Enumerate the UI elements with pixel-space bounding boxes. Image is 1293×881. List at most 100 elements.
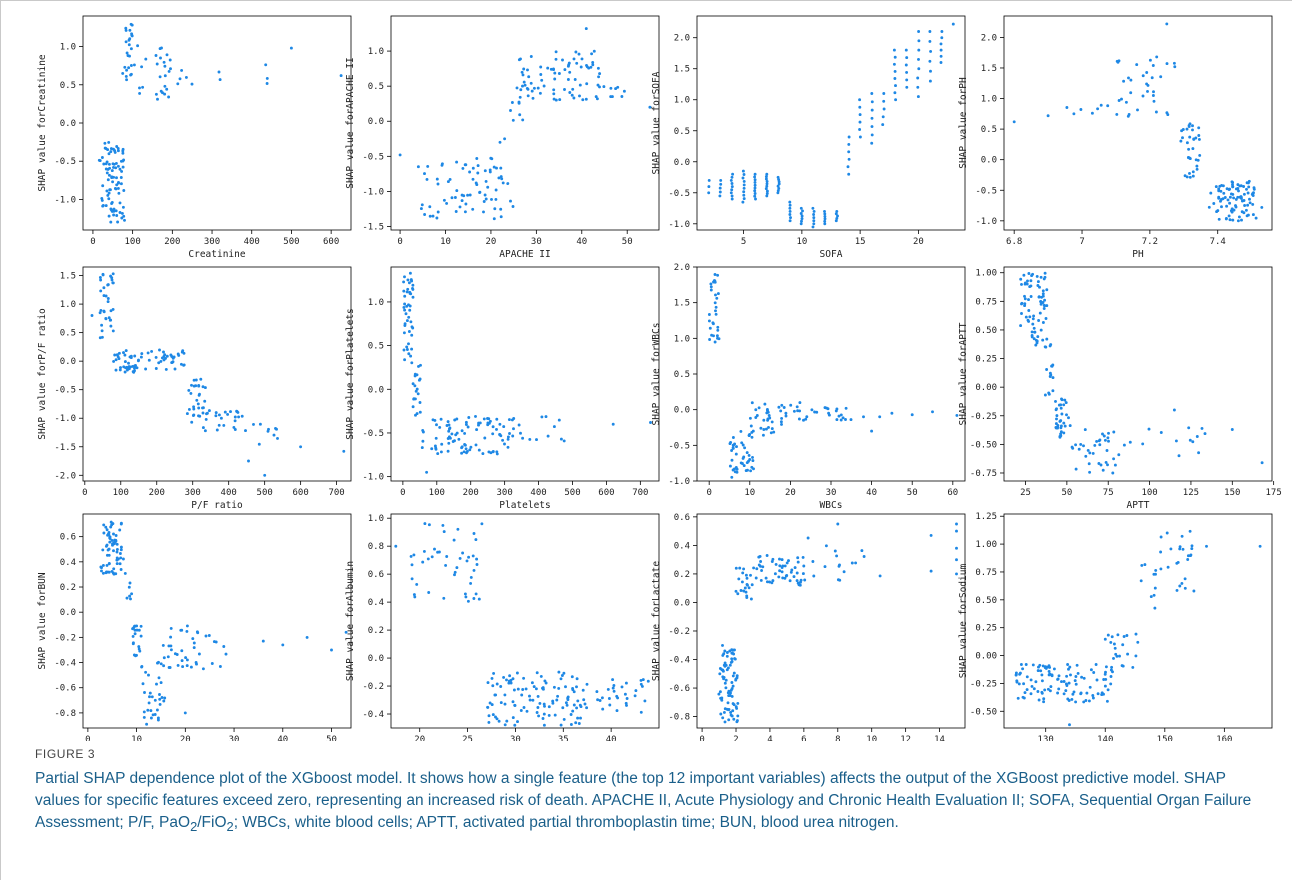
data-point — [535, 711, 539, 714]
data-point — [406, 278, 410, 282]
data-point — [561, 58, 564, 62]
data-point — [233, 415, 237, 419]
y-tick-label: 0.2 — [368, 626, 384, 636]
data-point — [844, 406, 848, 410]
data-point — [471, 166, 475, 170]
data-point — [1024, 663, 1028, 666]
data-point — [1045, 288, 1049, 292]
data-point — [491, 432, 495, 436]
data-point — [158, 75, 162, 79]
data-point — [463, 592, 467, 596]
data-point — [1043, 298, 1047, 302]
x-tick-label: 50 — [622, 237, 633, 247]
data-point — [466, 599, 470, 603]
panel-wbcs: 0 10 20 30 40 50 60-1.0-0.50.00.51.01.52.0WBCs… — [651, 263, 966, 511]
x-tick-label: 8 — [835, 735, 840, 741]
data-point — [741, 169, 745, 173]
data-point — [1043, 304, 1047, 308]
data-point — [1159, 550, 1163, 554]
data-point — [1217, 217, 1221, 221]
data-point — [344, 630, 348, 634]
data-point — [1043, 271, 1047, 275]
data-point — [115, 183, 119, 187]
data-point — [112, 162, 116, 166]
data-point — [1019, 663, 1023, 666]
data-point — [499, 215, 503, 219]
data-point — [160, 696, 164, 699]
data-point — [538, 701, 542, 705]
data-point — [105, 189, 109, 193]
data-point — [598, 72, 602, 76]
data-point — [726, 666, 730, 670]
y-tick-label: 0.0 — [981, 156, 997, 166]
data-point — [162, 350, 165, 354]
data-point — [1120, 97, 1123, 101]
data-point — [634, 689, 638, 693]
data-point — [189, 391, 193, 395]
data-point — [516, 687, 520, 691]
data-point — [201, 667, 205, 671]
x-tick-label: 200 — [164, 237, 180, 247]
data-point — [739, 589, 743, 592]
data-point — [800, 214, 804, 218]
y-tick-label: 0.25 — [975, 624, 997, 634]
data-point — [121, 205, 125, 209]
data-point — [730, 694, 734, 698]
data-point — [342, 449, 346, 453]
data-point — [585, 682, 589, 686]
data-point — [730, 475, 734, 479]
data-point — [559, 437, 563, 441]
data-point — [1104, 460, 1108, 464]
data-point — [1042, 697, 1046, 701]
data-point — [411, 382, 415, 386]
data-point — [777, 180, 781, 184]
data-point — [1181, 128, 1185, 131]
data-point — [813, 410, 817, 414]
data-point — [1175, 561, 1179, 565]
data-point — [154, 92, 158, 96]
data-point — [1097, 439, 1101, 443]
data-point — [491, 684, 495, 688]
data-point — [488, 701, 492, 705]
data-point — [747, 586, 751, 590]
data-point — [1088, 685, 1092, 689]
data-point — [579, 705, 583, 709]
data-point — [125, 68, 129, 72]
data-point — [484, 179, 488, 183]
data-point — [529, 55, 533, 58]
data-point — [1198, 153, 1202, 157]
data-point — [584, 97, 588, 101]
data-point — [176, 352, 180, 356]
data-point — [564, 685, 567, 689]
data-point — [1236, 195, 1240, 199]
data-point — [709, 285, 713, 289]
data-point — [106, 300, 110, 304]
data-point — [412, 593, 416, 597]
data-point — [104, 317, 108, 321]
data-point — [499, 207, 503, 211]
data-point — [1046, 687, 1050, 691]
data-point — [1102, 692, 1105, 696]
data-point — [1102, 434, 1106, 438]
data-point — [572, 703, 576, 707]
data-point — [492, 671, 496, 675]
data-point — [1047, 673, 1051, 677]
data-point — [423, 213, 427, 216]
data-point — [522, 80, 526, 84]
data-point — [1045, 368, 1049, 371]
data-point — [425, 470, 429, 474]
data-point — [788, 200, 792, 204]
data-point — [552, 68, 555, 72]
figure-caption: Partial SHAP dependence plot of the XGbo… — [35, 770, 1252, 835]
data-point — [127, 585, 131, 589]
data-point — [413, 372, 417, 376]
data-point — [1012, 120, 1016, 124]
data-point — [422, 549, 426, 553]
data-point — [580, 57, 584, 61]
data-point — [1051, 376, 1055, 380]
data-point — [607, 697, 611, 700]
data-point — [128, 581, 132, 585]
data-point — [750, 401, 754, 405]
x-tick-label: 12 — [900, 735, 911, 741]
data-point — [1152, 593, 1156, 597]
